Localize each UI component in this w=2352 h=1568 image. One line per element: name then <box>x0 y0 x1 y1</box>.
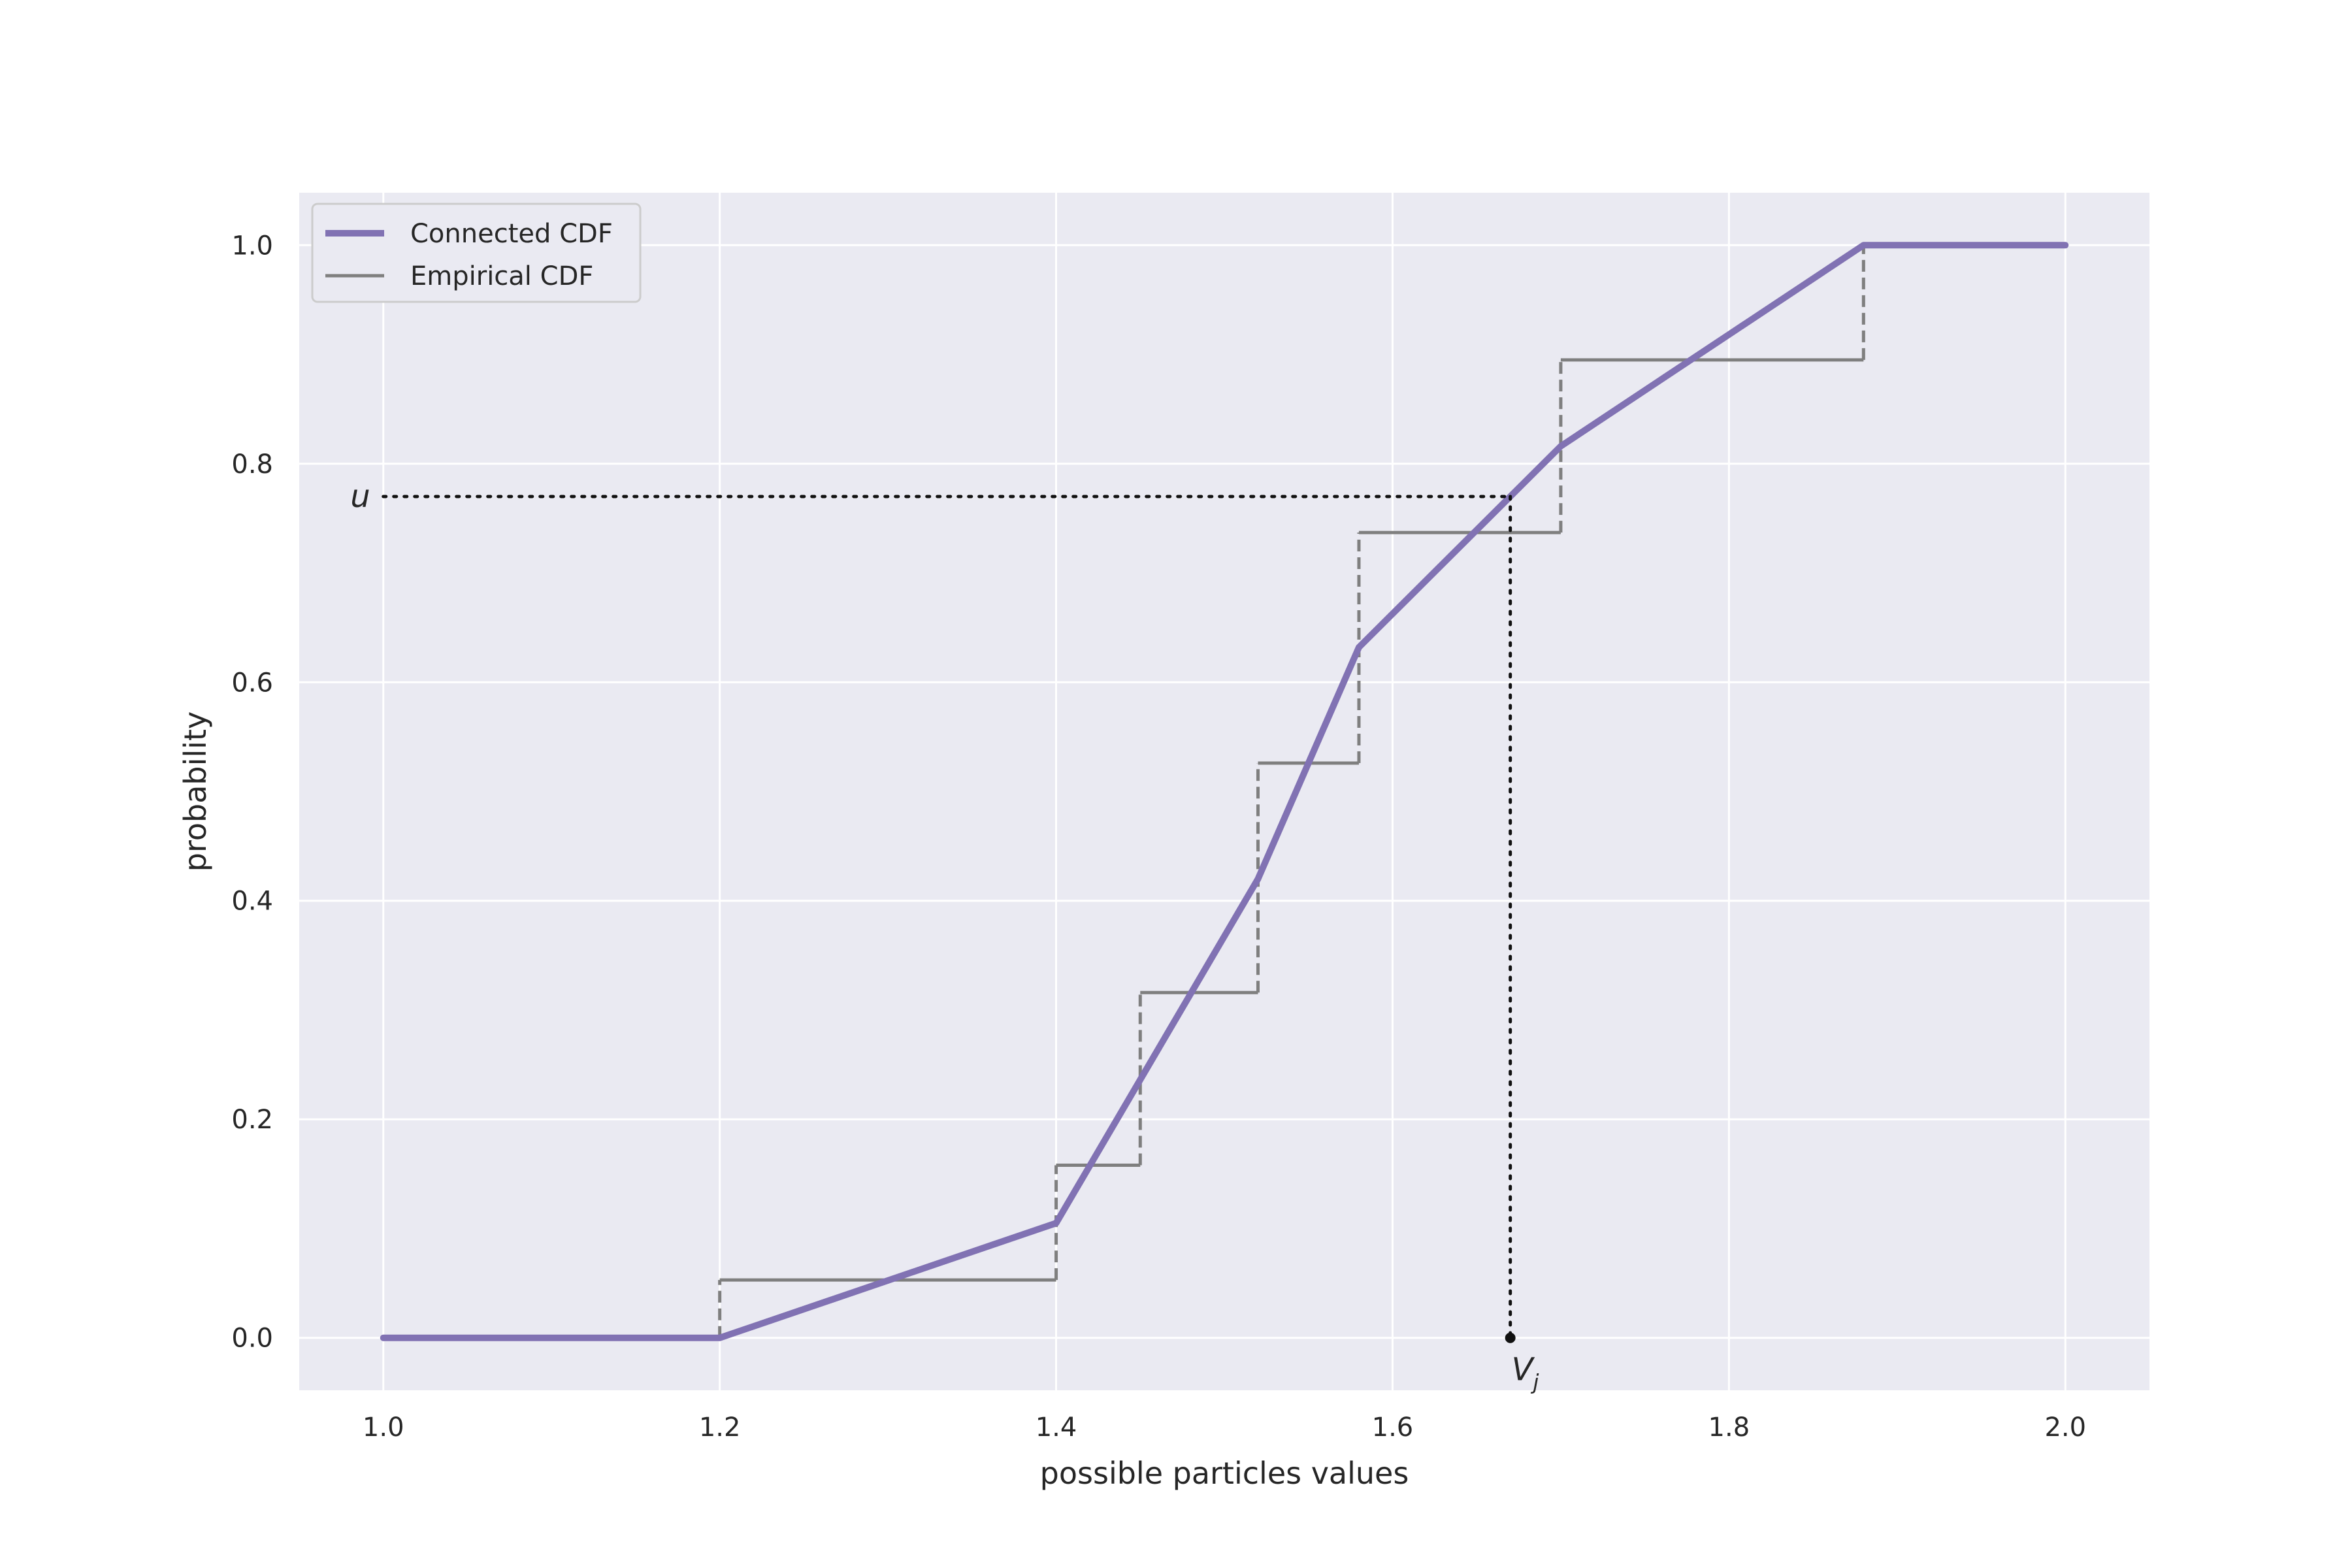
y-axis-label: probability <box>178 711 213 872</box>
y-tick-label: 0.6 <box>231 668 273 698</box>
x-tick-label: 1.8 <box>1708 1413 1750 1443</box>
y-tick-label: 0.8 <box>231 449 273 480</box>
series-layer <box>380 242 2069 1341</box>
legend-label-empirical-cdf: Empirical CDF <box>410 261 593 291</box>
y-tick-label: 1.0 <box>231 231 273 261</box>
plot-background <box>299 193 2149 1390</box>
x-tick-label: 1.6 <box>1372 1413 1414 1443</box>
y-tick-label: 0.4 <box>231 887 273 917</box>
x-tick-label: 1.4 <box>1036 1413 1077 1443</box>
legend-box <box>311 203 642 303</box>
connected-cdf-line <box>380 242 2069 1341</box>
u-label: u <box>350 478 370 515</box>
x-tick-label: 1.2 <box>699 1413 741 1443</box>
x-tick-label: 2.0 <box>2044 1413 2086 1443</box>
tick-labels: 1.0 1.2 1.4 1.6 1.8 2.0 0.0 0.2 0.4 0.6 0.8 1.0 <box>231 231 2086 1443</box>
v-label-subscript: j <box>1531 1370 1539 1395</box>
annotation-layer: uVj <box>350 478 1539 1395</box>
y-tick-label: 0.2 <box>231 1105 273 1135</box>
legend: Connected CDF Empirical CDF <box>311 203 642 303</box>
x-axis-label: possible particles values <box>1040 1456 1409 1491</box>
v-marker <box>1505 1332 1516 1343</box>
legend-label-connected-cdf: Connected CDF <box>410 219 613 249</box>
x-tick-label: 1.0 <box>363 1413 404 1443</box>
y-tick-label: 0.0 <box>231 1324 273 1354</box>
